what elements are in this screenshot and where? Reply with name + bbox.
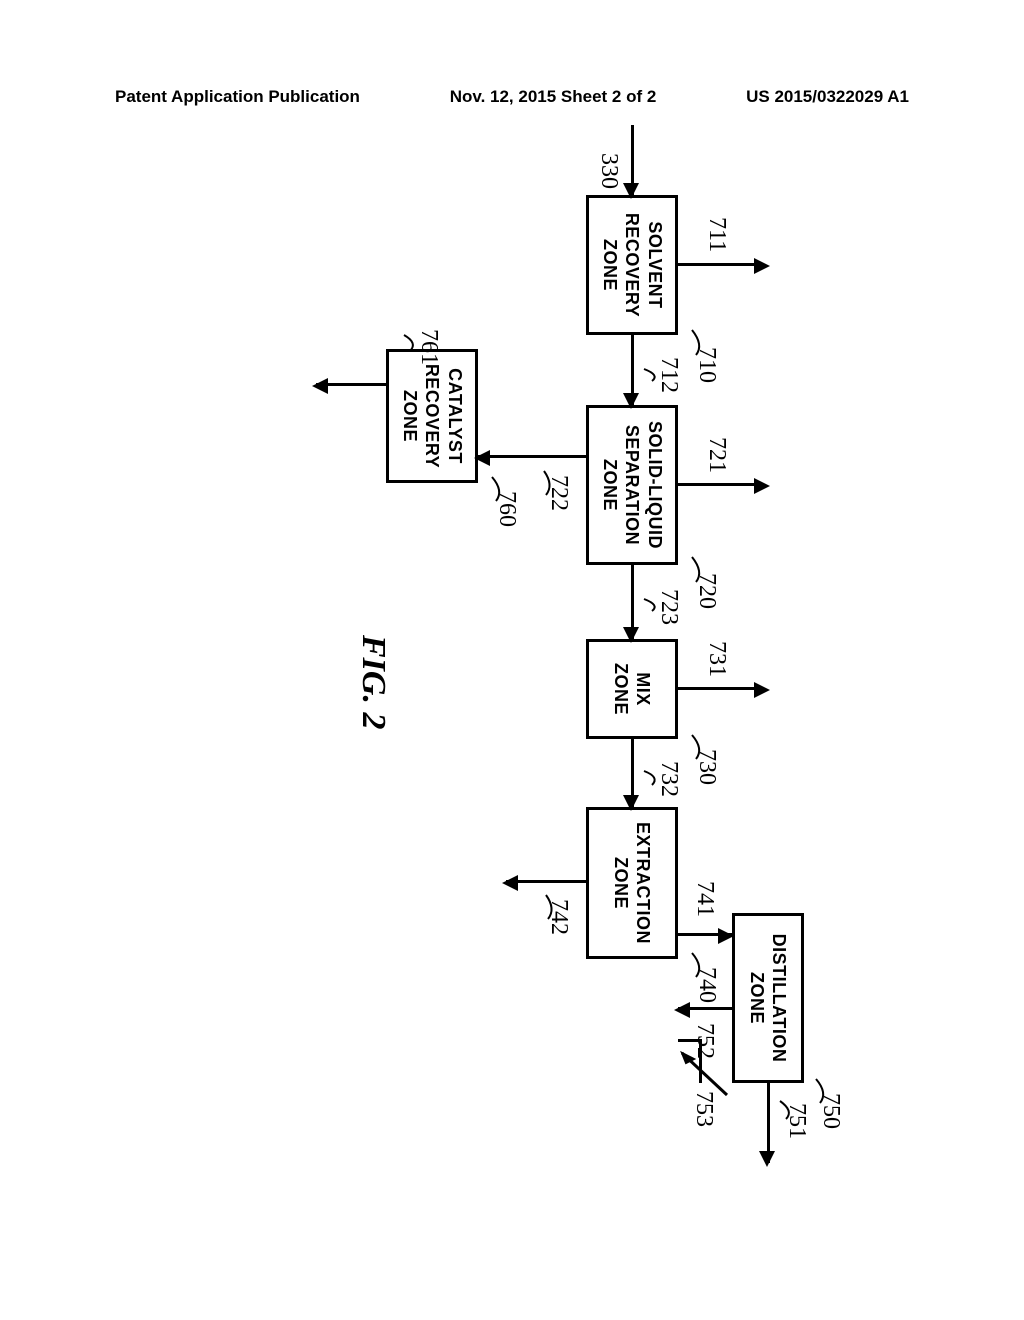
label-761: 761 <box>415 329 442 365</box>
solvent-recovery-zone-box: SOLVENTRECOVERYZONE <box>586 195 678 335</box>
header-left: Patent Application Publication <box>115 87 360 107</box>
arrowhead-icon <box>312 378 328 394</box>
ref-760: 760 <box>493 491 520 527</box>
ref-740: 740 <box>693 967 720 1003</box>
label-711: 711 <box>703 217 730 252</box>
ref-730: 730 <box>693 749 720 785</box>
label-722: 722 <box>545 475 572 511</box>
arrowhead-icon <box>760 1151 776 1167</box>
label-731: 731 <box>703 641 730 677</box>
label-751: 751 <box>783 1103 810 1139</box>
figure-label: FIG. 2 <box>354 635 392 729</box>
label-752: 752 <box>691 1023 718 1059</box>
stream-742-arrow <box>506 880 586 883</box>
stream-721-arrow <box>678 483 758 486</box>
arrowhead-icon <box>474 450 490 466</box>
label-330: 330 <box>595 153 622 189</box>
label-732: 732 <box>655 761 682 797</box>
distillation-zone-box: DISTILLATIONZONE <box>732 913 804 1083</box>
box-label: MIXZONE <box>610 663 655 715</box>
stream-731-arrow <box>678 687 758 690</box>
arrowhead-icon <box>624 795 640 811</box>
label-741: 741 <box>691 881 718 917</box>
arrowhead-icon <box>754 478 770 494</box>
box-label: EXTRACTIONZONE <box>610 822 655 944</box>
arrowhead-icon <box>624 393 640 409</box>
header-center: Nov. 12, 2015 Sheet 2 of 2 <box>450 87 657 107</box>
box-label: DISTILLATIONZONE <box>746 934 791 1063</box>
ref-710: 710 <box>693 347 720 383</box>
arrowhead-icon <box>718 928 734 944</box>
label-721: 721 <box>703 437 730 473</box>
header-right: US 2015/0322029 A1 <box>746 87 909 107</box>
mix-zone-box: MIXZONE <box>586 639 678 739</box>
arrowhead-icon <box>502 875 518 891</box>
box-label: CATALYSTRECOVERYZONE <box>398 364 466 468</box>
flow-diagram: SOLVENTRECOVERYZONE SOLID-LIQUIDSEPARATI… <box>142 135 882 1185</box>
solid-liquid-separation-zone-box: SOLID-LIQUIDSEPARATIONZONE <box>586 405 678 565</box>
label-753: 753 <box>690 1091 717 1127</box>
stream-722-arrow <box>478 455 586 458</box>
box-label: SOLVENTRECOVERYZONE <box>598 213 666 317</box>
arrowhead-icon <box>674 1002 690 1018</box>
label-712: 712 <box>655 357 682 393</box>
stream-711-arrow <box>678 263 758 266</box>
page-header: Patent Application Publication Nov. 12, … <box>0 87 1024 107</box>
ref-750: 750 <box>817 1093 844 1129</box>
arrowhead-icon <box>624 627 640 643</box>
extraction-zone-box: EXTRACTIONZONE <box>586 807 678 959</box>
label-723: 723 <box>655 589 682 625</box>
box-label: SOLID-LIQUIDSEPARATIONZONE <box>598 421 666 549</box>
catalyst-recovery-zone-box: CATALYSTRECOVERYZONE <box>386 349 478 483</box>
arrowhead-icon <box>754 682 770 698</box>
ref-720: 720 <box>693 573 720 609</box>
arrowhead-icon <box>624 183 640 199</box>
label-742: 742 <box>545 899 572 935</box>
arrowhead-icon <box>754 258 770 274</box>
